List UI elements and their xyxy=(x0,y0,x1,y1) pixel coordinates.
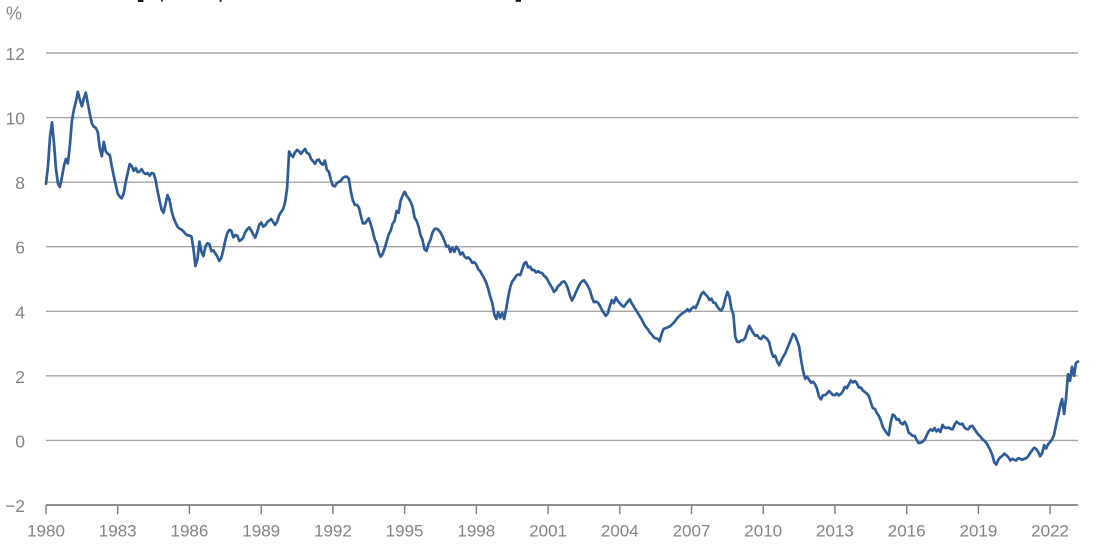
svg-text:2019: 2019 xyxy=(959,522,997,541)
svg-text:1995: 1995 xyxy=(386,522,424,541)
svg-text:0: 0 xyxy=(15,431,25,451)
svg-text:1980: 1980 xyxy=(27,522,65,541)
svg-text:1998: 1998 xyxy=(457,522,495,541)
svg-text:1992: 1992 xyxy=(314,522,352,541)
svg-text:6: 6 xyxy=(15,238,25,258)
svg-text:1986: 1986 xyxy=(170,522,208,541)
svg-text:2001: 2001 xyxy=(529,522,567,541)
svg-text:2022: 2022 xyxy=(1031,522,1069,541)
svg-text:−2: −2 xyxy=(5,496,25,516)
svg-text:2004: 2004 xyxy=(601,522,639,541)
svg-text:2007: 2007 xyxy=(673,522,711,541)
svg-text:2: 2 xyxy=(15,367,25,387)
svg-text:%: % xyxy=(6,4,22,24)
svg-text:1989: 1989 xyxy=(242,522,280,541)
svg-text:2013: 2013 xyxy=(816,522,854,541)
svg-text:2016: 2016 xyxy=(888,522,926,541)
svg-text:4: 4 xyxy=(15,302,25,322)
svg-text:10: 10 xyxy=(6,109,26,129)
svg-text:2010: 2010 xyxy=(744,522,782,541)
svg-text:12: 12 xyxy=(6,44,25,64)
svg-text:8: 8 xyxy=(15,173,25,193)
svg-text:1983: 1983 xyxy=(99,522,137,541)
